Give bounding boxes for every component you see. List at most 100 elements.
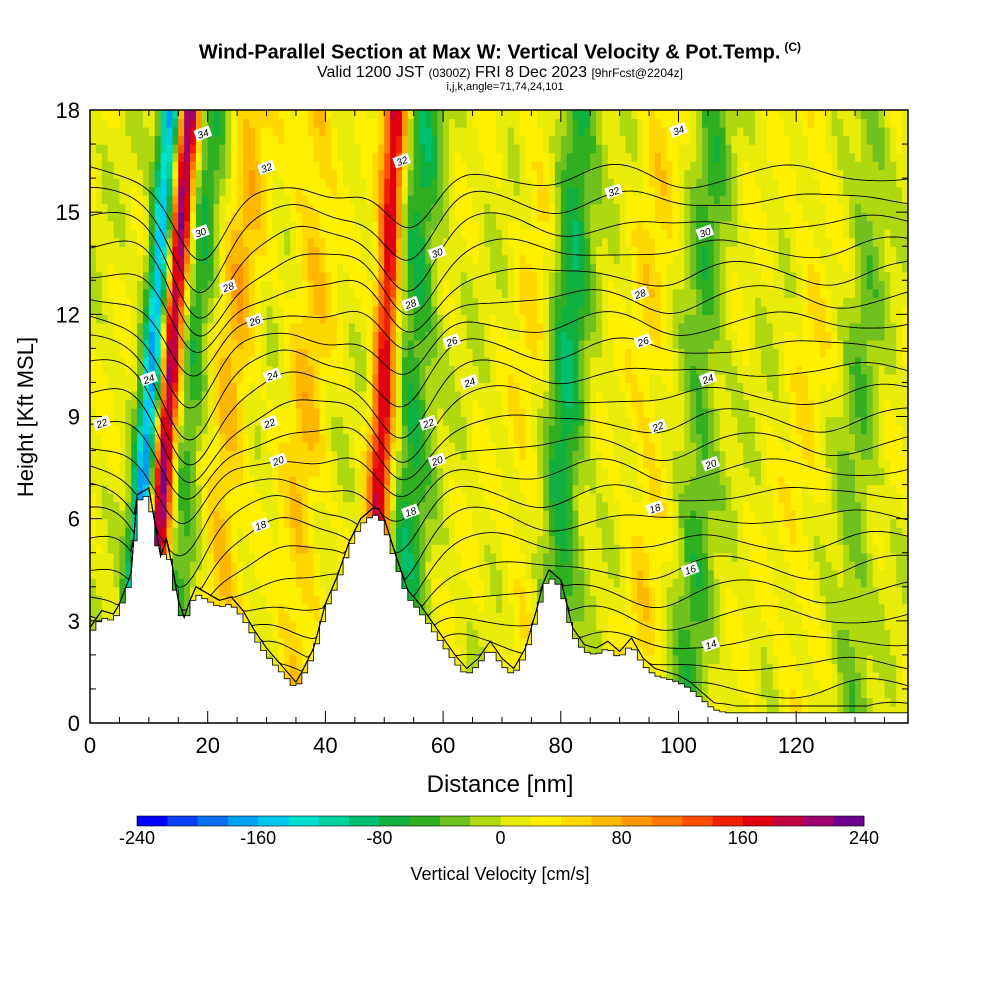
- velocity-cell: [313, 110, 321, 120]
- velocity-cell: [437, 561, 444, 571]
- velocity-cell: [95, 348, 103, 358]
- velocity-cell: [113, 373, 121, 384]
- velocity-cell: [225, 152, 232, 162]
- velocity-cell: [443, 493, 450, 503]
- velocity-cell: [154, 450, 162, 460]
- velocity-cell: [119, 246, 126, 256]
- velocity-cell: [478, 229, 485, 239]
- velocity-cell: [384, 399, 391, 409]
- velocity-cell: [325, 535, 332, 545]
- velocity-cell: [131, 425, 138, 435]
- velocity-cell: [443, 161, 450, 171]
- velocity-cell: [172, 212, 179, 222]
- velocity-cell: [284, 646, 291, 656]
- velocity-cell: [95, 152, 103, 162]
- velocity-cell: [260, 501, 268, 511]
- velocity-cell: [319, 305, 326, 315]
- velocity-cell: [290, 578, 297, 588]
- velocity-cell: [295, 501, 303, 511]
- velocity-cell: [178, 186, 185, 196]
- velocity-cell: [90, 407, 97, 418]
- velocity-cell: [419, 280, 427, 290]
- velocity-cell: [243, 237, 250, 247]
- velocity-cell: [301, 578, 309, 588]
- velocity-cell: [390, 433, 397, 443]
- velocity-cell: [431, 603, 438, 613]
- velocity-cell: [154, 246, 162, 256]
- velocity-cell: [201, 314, 209, 324]
- velocity-cell: [325, 144, 332, 154]
- velocity-cell: [90, 331, 97, 341]
- velocity-cell: [490, 186, 497, 196]
- velocity-cell: [348, 356, 356, 367]
- velocity-cell: [131, 118, 138, 128]
- velocity-cell: [390, 459, 397, 469]
- velocity-cell: [278, 467, 285, 477]
- velocity-cell: [407, 365, 415, 375]
- velocity-cell: [401, 254, 409, 264]
- velocity-cell: [295, 161, 303, 171]
- velocity-cell: [390, 280, 397, 290]
- velocity-cell: [184, 595, 191, 605]
- velocity-cell: [384, 373, 391, 384]
- velocity-cell: [266, 195, 274, 205]
- velocity-cell: [213, 442, 221, 452]
- velocity-cell: [125, 271, 132, 281]
- velocity-cell: [390, 110, 397, 120]
- velocity-cell: [372, 467, 379, 477]
- velocity-cell: [272, 127, 279, 137]
- velocity-cell: [454, 637, 462, 647]
- velocity-cell: [425, 407, 432, 418]
- velocity-cell: [354, 186, 362, 196]
- velocity-cell: [213, 152, 221, 162]
- velocity-cell: [231, 246, 238, 256]
- velocity-cell: [454, 297, 462, 307]
- velocity-cell: [154, 288, 162, 298]
- velocity-cell: [201, 484, 209, 494]
- velocity-cell: [119, 169, 126, 179]
- velocity-cell: [407, 442, 415, 452]
- velocity-cell: [272, 246, 279, 256]
- velocity-cell: [325, 425, 332, 435]
- velocity-cell: [366, 442, 374, 452]
- velocity-cell: [219, 433, 226, 443]
- velocity-cell: [207, 288, 215, 298]
- velocity-cell: [319, 203, 326, 213]
- velocity-cell: [195, 254, 203, 264]
- velocity-cell: [278, 510, 285, 520]
- velocity-cell: [390, 390, 397, 401]
- velocity-cell: [166, 263, 173, 273]
- velocity-cell: [260, 373, 268, 384]
- velocity-cell: [407, 544, 415, 554]
- velocity-cell: [472, 612, 479, 622]
- velocity-cell: [119, 535, 126, 545]
- velocity-cell: [437, 237, 444, 247]
- velocity-cell: [295, 237, 303, 247]
- velocity-cell: [490, 646, 497, 656]
- velocity-cell: [319, 271, 326, 281]
- velocity-cell: [466, 237, 474, 247]
- velocity-cell: [448, 544, 456, 554]
- velocity-cell: [437, 399, 444, 409]
- velocity-cell: [366, 161, 374, 171]
- velocity-cell: [384, 169, 391, 179]
- velocity-cell: [166, 390, 173, 401]
- velocity-cell: [166, 110, 173, 120]
- velocity-cell: [484, 595, 491, 605]
- velocity-cell: [125, 280, 132, 290]
- velocity-cell: [443, 263, 450, 273]
- velocity-cell: [490, 314, 497, 324]
- velocity-cell: [325, 348, 332, 358]
- velocity-cell: [201, 356, 209, 367]
- velocity-cell: [178, 314, 185, 324]
- velocity-cell: [378, 399, 385, 409]
- velocity-cell: [372, 314, 379, 324]
- velocity-cell: [148, 476, 156, 486]
- velocity-cell: [454, 450, 462, 460]
- velocity-cell: [307, 569, 315, 579]
- velocity-cell: [460, 212, 468, 222]
- velocity-cell: [195, 586, 203, 596]
- velocity-cell: [125, 382, 132, 392]
- velocity-cell: [490, 501, 497, 511]
- velocity-cell: [295, 561, 303, 571]
